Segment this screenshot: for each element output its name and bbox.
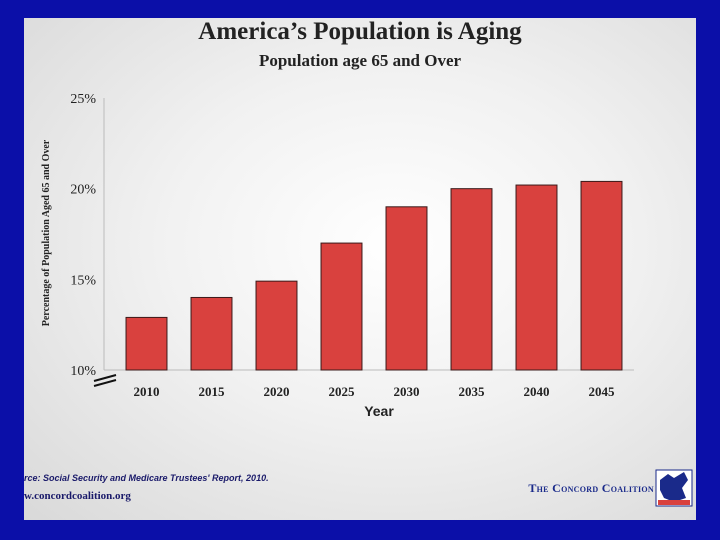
y-tick-label: 10% <box>70 364 96 379</box>
chart-title: America’s Population is Aging <box>198 18 522 45</box>
x-tick-label: 2020 <box>264 384 290 399</box>
x-tick-label: 2025 <box>329 384 356 399</box>
x-tick-label: 2045 <box>589 384 616 399</box>
x-tick-label: 2035 <box>459 384 486 399</box>
chart-subtitle: Population age 65 and Over <box>258 51 462 70</box>
concord-coalition-logo-icon <box>655 469 693 507</box>
source-note: rce: Social Security and Medicare Truste… <box>24 473 269 483</box>
bar-2015 <box>190 296 233 371</box>
slide: America’s Population is Aging Population… <box>24 18 696 520</box>
bar-2020 <box>255 280 298 371</box>
bar-2025 <box>320 242 363 371</box>
brand-name: The Concord Coalition <box>528 481 654 495</box>
bar-2045 <box>580 180 623 371</box>
y-tick-label: 20% <box>70 183 96 198</box>
y-axis-label: Percentage of Population Aged 65 and Ove… <box>41 139 52 326</box>
bar-2030 <box>385 206 428 371</box>
bar-2035 <box>450 188 493 371</box>
y-tick-label: 15% <box>70 273 96 288</box>
bar-2040 <box>515 184 558 371</box>
x-tick-label: 2030 <box>394 384 420 399</box>
x-tick-label: 2015 <box>199 384 226 399</box>
axis-break-mark <box>93 374 117 387</box>
bar-2010 <box>125 316 168 371</box>
y-tick-label: 25% <box>70 92 96 107</box>
x-tick-label: 2010 <box>134 384 160 399</box>
bar-chart: Percentage of Population Aged 65 and Ove… <box>41 92 634 419</box>
x-tick-label: 2040 <box>524 384 550 399</box>
x-axis-label: Year <box>364 403 394 419</box>
website-link[interactable]: w.concordcoalition.org <box>24 490 131 502</box>
